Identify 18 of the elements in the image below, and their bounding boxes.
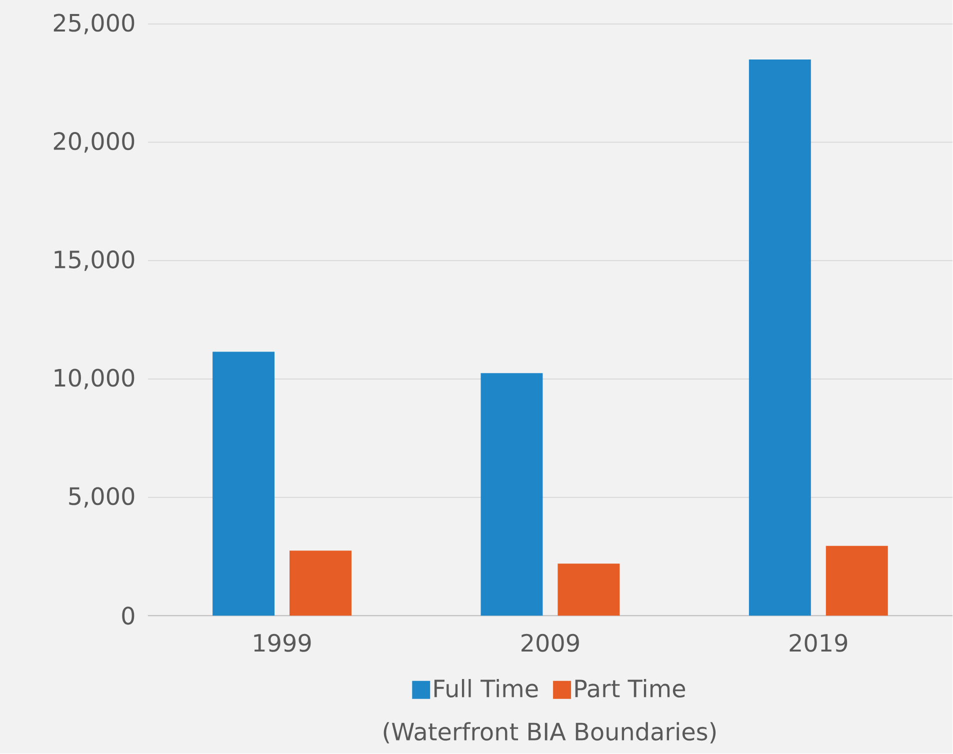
x-tick-label: 2019 <box>790 634 848 652</box>
bar <box>826 546 888 616</box>
bar <box>480 373 543 616</box>
y-tick-label: 0 <box>122 606 134 625</box>
x-tick-label: 1999 <box>254 634 311 652</box>
text: (Waterfront BIA Boundaries) <box>384 722 716 744</box>
legend-label: Full Time <box>434 679 538 698</box>
y-tick-label: 10,000 <box>54 368 134 390</box>
y-tick-label: 5,000 <box>69 487 134 508</box>
y-tick-label: 15,000 <box>54 250 134 272</box>
y-tick-label: 20,000 <box>54 132 134 153</box>
x-tick-label: 2009 <box>522 634 579 652</box>
y-tick-label: 25,000 <box>54 14 134 34</box>
bar <box>290 550 352 616</box>
legend-label: Part Time <box>575 679 686 698</box>
bar <box>558 564 620 616</box>
bar <box>748 60 811 616</box>
bar <box>212 352 275 616</box>
